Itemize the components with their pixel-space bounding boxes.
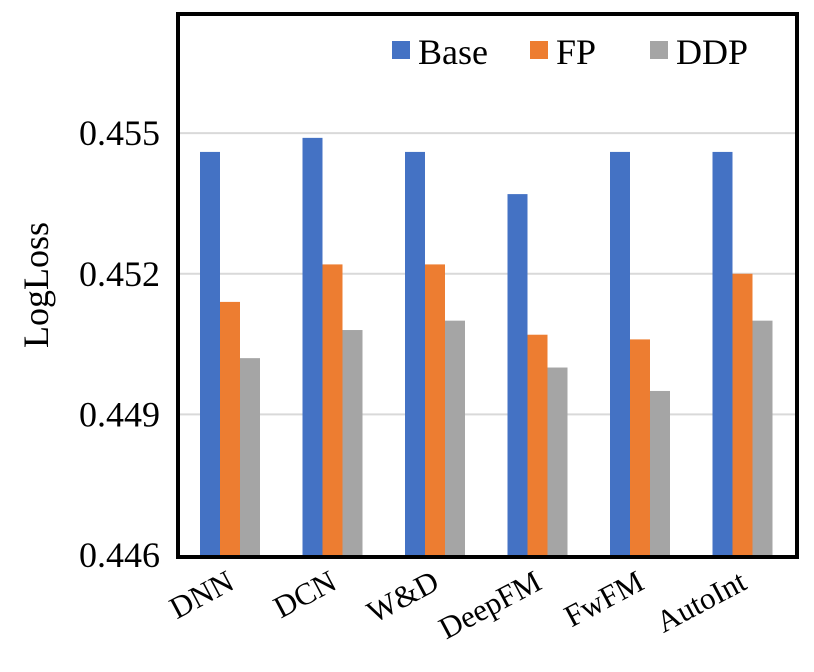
gridlines — [180, 132, 795, 416]
y-tick-label: 0.455 — [79, 113, 160, 153]
bars — [200, 137, 773, 555]
bar-ddp-wd — [445, 320, 465, 555]
bar-ddp-fwfm — [650, 390, 670, 555]
bar-fp-deepfm — [527, 334, 548, 555]
x-tick-label: DCN — [268, 563, 342, 625]
y-axis-label: LogLoss — [16, 222, 56, 348]
bar-fp-fwfm — [630, 339, 650, 555]
y-tick-label: 0.449 — [79, 394, 160, 434]
bar-base-wd — [405, 151, 425, 555]
bar-fp-autoint — [732, 273, 753, 555]
x-tick-label: DeepFM — [433, 563, 547, 646]
bar-ddp-autoint — [752, 320, 773, 555]
x-tick-label: W&D — [361, 563, 444, 629]
legend-label-base: Base — [418, 32, 488, 72]
x-tick-label: AutoInt — [650, 563, 752, 639]
bar-ddp-dcn — [342, 330, 363, 555]
bar-ddp-dnn — [240, 358, 260, 555]
legend-swatch-ddp — [650, 41, 668, 59]
bar-ddp-deepfm — [547, 367, 568, 555]
bar-base-dcn — [302, 137, 323, 555]
legend-swatch-fp — [530, 41, 548, 59]
bar-base-dnn — [200, 151, 220, 555]
legend-label-fp: FP — [556, 32, 596, 72]
legend: Base FP DDP — [392, 32, 748, 72]
bar-fp-wd — [425, 264, 445, 555]
plot-frame — [176, 12, 799, 559]
bar-base-deepfm — [507, 194, 528, 555]
y-tick-label: 0.452 — [79, 254, 160, 294]
x-tick-label: FwFM — [558, 563, 649, 634]
bar-base-fwfm — [610, 151, 630, 555]
y-ticks: 0.446 0.449 0.452 0.455 — [79, 113, 160, 575]
bar-base-autoint — [712, 151, 733, 555]
x-tick-label: DNN — [164, 563, 240, 625]
legend-swatch-base — [392, 41, 410, 59]
legend-label-ddp: DDP — [676, 32, 748, 72]
y-tick-label: 0.446 — [79, 535, 160, 575]
bar-fp-dcn — [322, 264, 343, 555]
bar-fp-dnn — [220, 301, 240, 555]
